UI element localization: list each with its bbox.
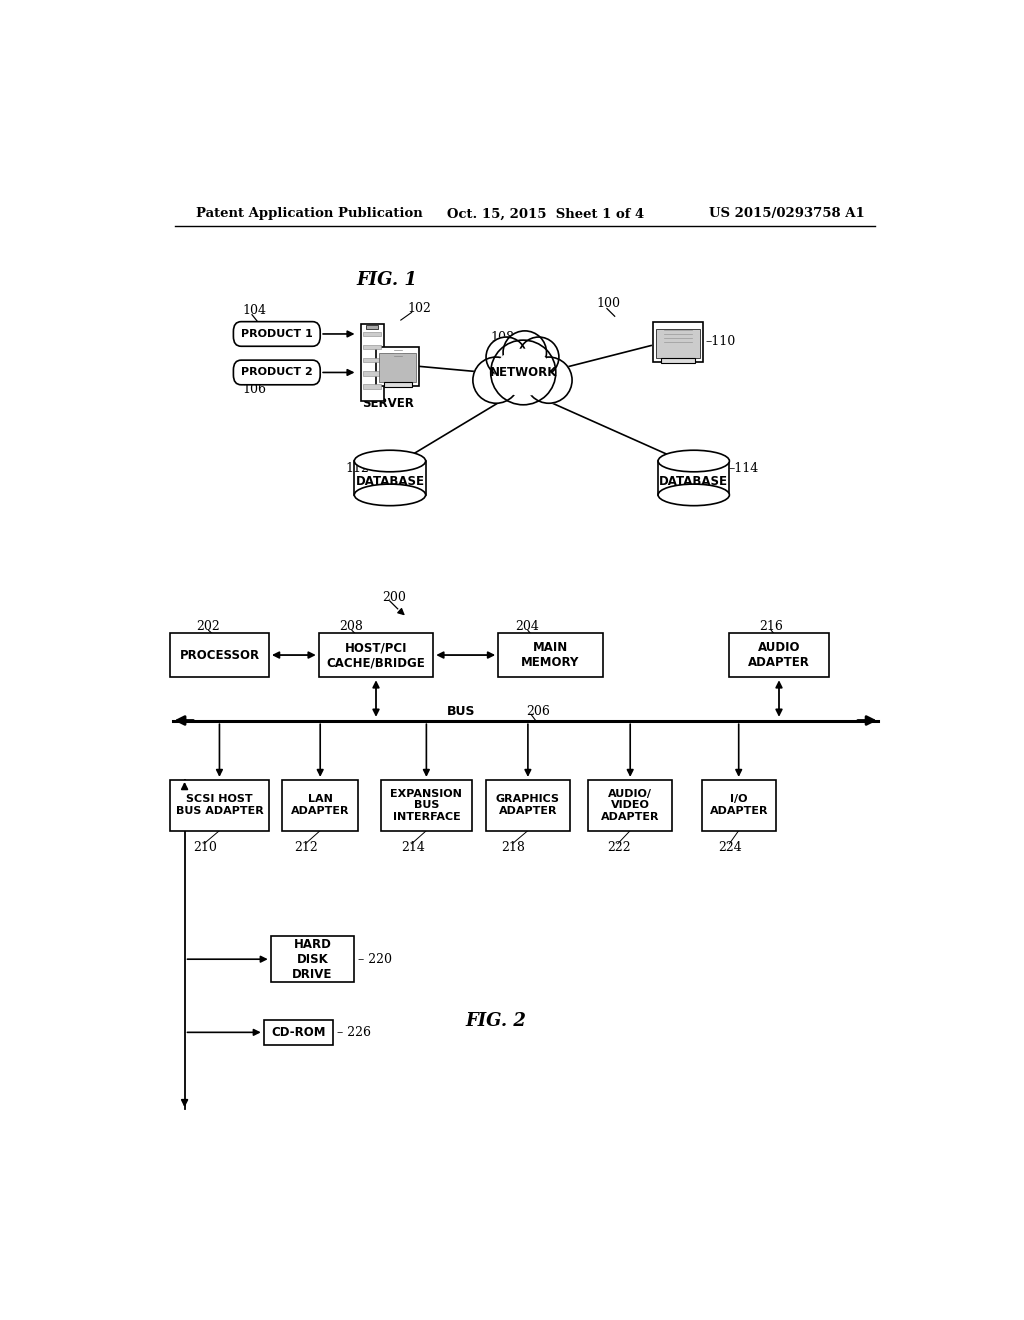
Text: NETWORK: NETWORK — [489, 366, 557, 379]
Text: 202: 202 — [197, 620, 220, 634]
Text: DATABASE: DATABASE — [659, 475, 728, 488]
Ellipse shape — [354, 450, 426, 471]
Ellipse shape — [525, 356, 572, 404]
Text: 104: 104 — [243, 305, 266, 317]
Bar — [360, 323, 384, 401]
Bar — [377, 347, 419, 385]
Text: 212: 212 — [295, 841, 318, 854]
Ellipse shape — [490, 341, 556, 405]
Text: – 226: – 226 — [337, 1026, 372, 1039]
Text: FIG. 2: FIG. 2 — [465, 1012, 526, 1030]
Bar — [701, 780, 775, 830]
Ellipse shape — [658, 484, 729, 506]
Text: 100: 100 — [597, 297, 621, 310]
Text: 216: 216 — [760, 620, 783, 634]
Text: FIG. 1: FIG. 1 — [356, 271, 418, 289]
Bar — [170, 780, 269, 830]
Bar — [318, 632, 433, 677]
Text: EXPANSION
BUS
INTERFACE: EXPANSION BUS INTERFACE — [390, 788, 462, 822]
Text: BUS: BUS — [447, 705, 475, 718]
Bar — [170, 632, 269, 677]
Bar — [362, 384, 381, 388]
Ellipse shape — [518, 337, 559, 378]
Text: PRODUCT 2: PRODUCT 2 — [241, 367, 312, 378]
Ellipse shape — [503, 331, 547, 374]
Bar — [362, 371, 381, 376]
Bar — [486, 780, 569, 830]
Text: GRAPHICS
ADAPTER: GRAPHICS ADAPTER — [496, 795, 560, 816]
Ellipse shape — [354, 484, 426, 506]
Text: SERVER: SERVER — [361, 397, 414, 409]
Bar — [658, 461, 729, 495]
Text: 208: 208 — [339, 620, 362, 634]
Bar — [498, 632, 603, 677]
Bar — [366, 325, 378, 329]
Bar — [354, 461, 426, 495]
Ellipse shape — [473, 356, 519, 404]
Text: 224: 224 — [719, 841, 742, 854]
Text: 214: 214 — [400, 841, 425, 854]
Text: 112: 112 — [345, 462, 369, 475]
Text: 210: 210 — [194, 841, 217, 854]
Text: I/O
ADAPTER: I/O ADAPTER — [710, 795, 768, 816]
Bar — [362, 331, 381, 337]
Text: AUDIO/
VIDEO
ADAPTER: AUDIO/ VIDEO ADAPTER — [601, 788, 659, 822]
Text: 200: 200 — [382, 591, 407, 603]
Text: AUDIO
ADAPTER: AUDIO ADAPTER — [749, 642, 810, 669]
Text: – 220: – 220 — [358, 953, 392, 966]
Bar — [653, 322, 703, 362]
Bar — [384, 383, 412, 387]
Text: MAIN
MEMORY: MAIN MEMORY — [521, 642, 580, 669]
Ellipse shape — [658, 450, 729, 471]
Text: SCSI HOST
BUS ADAPTER: SCSI HOST BUS ADAPTER — [175, 795, 263, 816]
Bar — [381, 780, 472, 830]
Bar — [362, 358, 381, 363]
Text: PRODUCT 1: PRODUCT 1 — [241, 329, 312, 339]
Text: HARD
DISK
DRIVE: HARD DISK DRIVE — [292, 937, 333, 981]
Text: PROCESSOR: PROCESSOR — [179, 648, 259, 661]
Bar — [380, 354, 416, 383]
Text: –110: –110 — [706, 335, 735, 348]
Bar — [656, 329, 700, 358]
Text: US 2015/0293758 A1: US 2015/0293758 A1 — [710, 207, 865, 220]
Bar — [362, 345, 381, 350]
Text: 108: 108 — [490, 331, 515, 345]
Text: 206: 206 — [526, 705, 550, 718]
Text: 106: 106 — [243, 383, 266, 396]
Text: 218: 218 — [502, 841, 525, 854]
Bar — [729, 632, 828, 677]
Ellipse shape — [496, 350, 551, 396]
Text: DATABASE: DATABASE — [355, 475, 425, 488]
Text: Patent Application Publication: Patent Application Publication — [197, 207, 423, 220]
Text: CD-ROM: CD-ROM — [271, 1026, 326, 1039]
Text: 102: 102 — [407, 302, 431, 315]
Text: 204: 204 — [515, 620, 540, 634]
Ellipse shape — [486, 337, 526, 378]
Text: 222: 222 — [607, 841, 631, 854]
FancyBboxPatch shape — [233, 322, 321, 346]
Bar — [662, 358, 695, 363]
Text: Oct. 15, 2015  Sheet 1 of 4: Oct. 15, 2015 Sheet 1 of 4 — [447, 207, 644, 220]
Text: –114: –114 — [729, 462, 759, 475]
FancyBboxPatch shape — [233, 360, 321, 385]
Bar — [589, 780, 672, 830]
Text: LAN
ADAPTER: LAN ADAPTER — [291, 795, 349, 816]
Text: HOST/PCI
CACHE/BRIDGE: HOST/PCI CACHE/BRIDGE — [327, 642, 425, 669]
Bar — [283, 780, 358, 830]
Bar — [270, 936, 354, 982]
Bar — [263, 1019, 334, 1045]
